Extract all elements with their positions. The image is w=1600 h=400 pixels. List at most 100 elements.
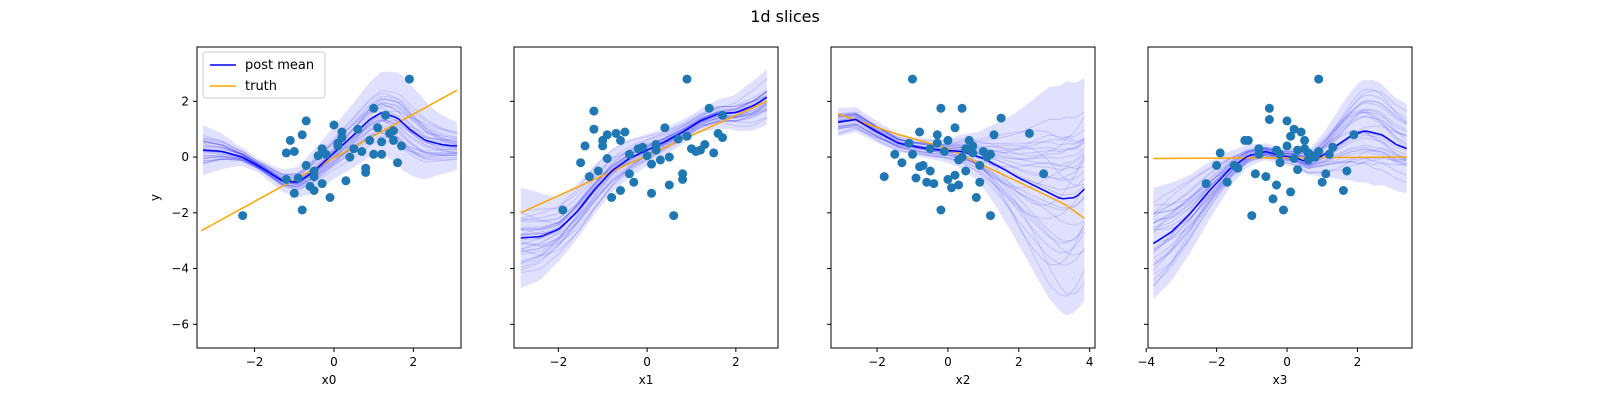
- data-point: [1264, 115, 1274, 124]
- data-point: [915, 162, 925, 172]
- posterior-sample-line: [203, 110, 458, 176]
- data-point: [1317, 177, 1327, 187]
- axes-frame: [513, 46, 779, 349]
- data-point: [1289, 154, 1299, 163]
- data-point: [1222, 177, 1232, 187]
- axes-frame: [196, 46, 462, 349]
- posterior-sample-line: [202, 124, 458, 187]
- data-point: [986, 149, 995, 159]
- data-point: [281, 148, 291, 158]
- data-point: [325, 193, 335, 202]
- data-point: [651, 145, 661, 155]
- posterior-sample-line: [202, 103, 458, 175]
- data-point: [602, 130, 612, 140]
- observations: [879, 74, 1049, 221]
- data-point: [624, 149, 634, 159]
- legend: post mean truth: [202, 51, 326, 99]
- data-point: [922, 177, 932, 187]
- data-point: [1039, 169, 1049, 179]
- data-point: [908, 74, 917, 84]
- data-point: [393, 158, 402, 168]
- data-point: [673, 134, 683, 144]
- posterior-sample-line: [202, 135, 458, 186]
- data-point: [341, 176, 351, 186]
- data-point: [1342, 166, 1352, 176]
- data-point: [647, 159, 656, 169]
- data-point: [1201, 179, 1211, 189]
- data-point: [361, 163, 371, 173]
- data-point: [1272, 180, 1281, 190]
- subplot-x3: −4 −2 0 2 x3: [1137, 46, 1413, 387]
- data-point: [293, 173, 303, 183]
- data-point: [996, 113, 1006, 123]
- axes-frame: [1147, 46, 1413, 349]
- subplot-x0: −2 0 2 2 0 −2 −4 −6 x0 y post mean truth: [148, 46, 462, 387]
- data-point: [373, 123, 383, 133]
- data-point: [1282, 116, 1292, 126]
- x-axis-label: x1: [639, 373, 654, 387]
- data-point: [954, 180, 964, 190]
- posterior-sample-line: [838, 116, 1085, 171]
- x-tick-label: 2: [410, 355, 418, 369]
- posterior-sample-line: [838, 115, 1085, 166]
- posterior-band: [520, 69, 767, 289]
- data-point: [369, 149, 379, 159]
- data-point: [669, 211, 679, 221]
- data-point: [1314, 147, 1324, 156]
- posterior-sample-line: [202, 119, 458, 185]
- data-point: [309, 166, 319, 176]
- data-point: [584, 172, 594, 182]
- data-point: [647, 188, 656, 198]
- data-point: [607, 193, 617, 202]
- data-point: [301, 160, 311, 170]
- plot-area: [200, 71, 458, 232]
- data-point: [932, 138, 942, 148]
- figure-title: 1d slices: [750, 7, 820, 26]
- posterior-sample-line: [202, 95, 458, 175]
- subplot-x1: −2 0 2 x1: [510, 46, 779, 387]
- data-point: [1338, 186, 1348, 195]
- data-point: [957, 152, 967, 162]
- data-point: [377, 137, 387, 147]
- data-point: [624, 169, 634, 179]
- posterior-sample-line: [520, 110, 768, 269]
- data-point: [1282, 141, 1292, 151]
- data-point: [890, 149, 900, 159]
- data-point: [1215, 148, 1225, 158]
- data-point: [616, 186, 625, 195]
- posterior-sample-line: [202, 131, 458, 187]
- posterior-sample-line: [202, 129, 458, 188]
- data-point: [678, 174, 688, 184]
- data-point: [943, 135, 953, 145]
- data-point: [961, 166, 971, 176]
- data-point: [718, 110, 727, 120]
- x-tick-label: 0: [330, 355, 338, 369]
- data-point: [611, 128, 621, 138]
- axes-frame: [830, 46, 1096, 349]
- data-point: [709, 148, 719, 158]
- data-point: [664, 152, 674, 162]
- x-tick-label: 2: [1015, 355, 1023, 369]
- y-tick-label: −4: [171, 262, 189, 276]
- data-point: [950, 123, 960, 133]
- data-point: [629, 177, 639, 187]
- data-point: [1286, 187, 1296, 197]
- data-point: [281, 174, 291, 184]
- data-point: [1247, 211, 1257, 221]
- data-point: [289, 188, 299, 198]
- plot-area: [1152, 74, 1408, 300]
- data-point: [718, 133, 727, 143]
- x-tick-label: −4: [1137, 355, 1155, 369]
- data-point: [682, 74, 692, 84]
- data-point: [897, 158, 907, 168]
- posterior-sample-line: [202, 103, 457, 177]
- data-point: [968, 148, 978, 158]
- data-point: [576, 158, 586, 168]
- data-point: [947, 183, 956, 193]
- posterior-sample-line: [202, 120, 458, 186]
- data-point: [289, 147, 299, 156]
- x-tick-label: 0: [643, 355, 651, 369]
- posterior-sample-line: [838, 117, 1085, 151]
- data-point: [297, 205, 307, 215]
- posterior-band: [1153, 79, 1407, 300]
